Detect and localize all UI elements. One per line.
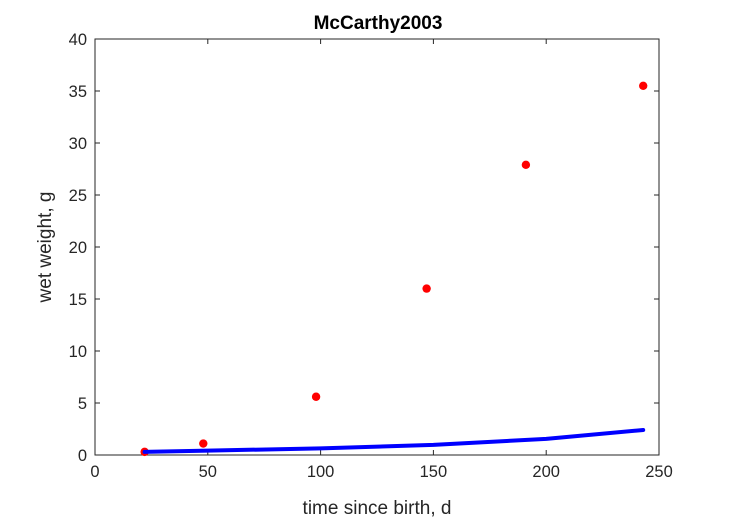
x-tick-label: 100 <box>307 463 335 481</box>
data-point <box>422 284 431 293</box>
model-curve <box>142 428 646 454</box>
y-axis: 0 5 10 15 20 25 30 35 40 <box>69 31 659 465</box>
data-point <box>311 392 321 401</box>
y-tick-label: 10 <box>69 343 87 361</box>
x-tick-label: 50 <box>199 463 217 481</box>
x-tick-label: 250 <box>645 463 673 481</box>
data-point <box>639 81 648 91</box>
data-point <box>199 439 208 448</box>
y-tick-label: 15 <box>69 291 87 309</box>
series-layer <box>140 81 648 457</box>
x-axis: 0 50 100 150 200 250 <box>90 39 673 481</box>
y-tick-label: 0 <box>78 447 87 465</box>
y-tick-label: 40 <box>69 31 87 49</box>
y-axis-label: wet weight, g <box>35 192 56 304</box>
y-tick-label: 20 <box>69 239 87 257</box>
y-tick-label: 30 <box>69 135 87 153</box>
chart-title: McCarthy2003 <box>314 13 443 34</box>
x-tick-label: 0 <box>90 463 99 481</box>
x-axis-label: time since birth, d <box>303 498 452 519</box>
y-tick-label: 5 <box>78 395 87 413</box>
x-tick-label: 200 <box>532 463 560 481</box>
x-tick-label: 150 <box>420 463 448 481</box>
plot-area <box>94 38 660 456</box>
y-tick-label: 35 <box>69 83 87 101</box>
data-point <box>521 160 531 170</box>
y-tick-label: 25 <box>69 187 87 205</box>
